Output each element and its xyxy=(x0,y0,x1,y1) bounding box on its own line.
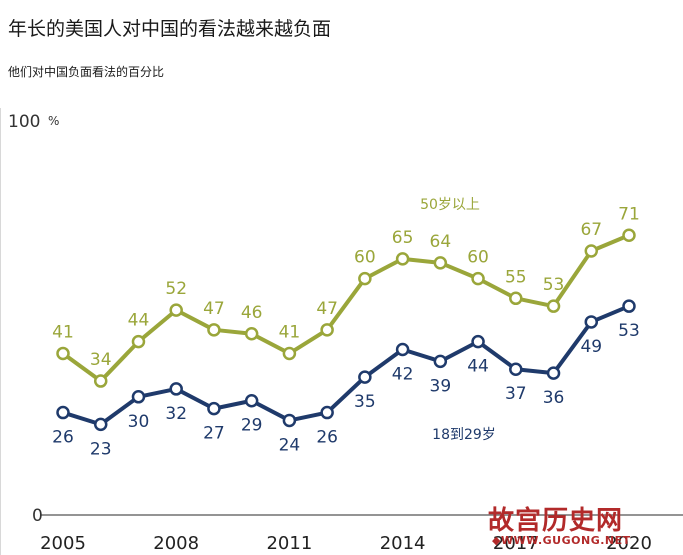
data-point xyxy=(131,390,146,404)
data-label: 35 xyxy=(354,392,376,412)
data-label: 36 xyxy=(543,388,565,408)
data-point xyxy=(509,362,523,376)
data-label: 39 xyxy=(430,376,452,396)
data-label: 47 xyxy=(316,299,338,319)
data-point xyxy=(169,303,183,317)
data-point xyxy=(358,271,372,286)
data-point xyxy=(320,405,334,420)
data-label: 24 xyxy=(279,435,301,455)
data-label: 26 xyxy=(316,428,338,448)
data-point xyxy=(584,315,599,329)
data-label: 67 xyxy=(580,220,602,240)
data-label: 37 xyxy=(505,384,527,404)
data-label: 52 xyxy=(165,279,187,299)
data-label: 41 xyxy=(52,322,74,342)
series-label-older: 50岁以上 xyxy=(420,197,480,213)
data-label: 53 xyxy=(618,321,640,341)
data-label: 65 xyxy=(392,228,414,248)
series-label-younger: 18到29岁 xyxy=(432,427,496,443)
data-label: 30 xyxy=(128,412,150,432)
site-watermark: 故宫历史网 ◆WWW.GUGONG.NET xyxy=(478,500,678,552)
data-point xyxy=(244,393,259,408)
x-tick-label: 2020 xyxy=(606,533,652,554)
data-point xyxy=(358,370,372,384)
data-point xyxy=(169,382,183,396)
data-label: 53 xyxy=(543,275,565,295)
x-tick-label: 2017 xyxy=(493,533,539,554)
series-line-older xyxy=(61,233,630,384)
data-point xyxy=(471,271,485,286)
left-border xyxy=(0,108,1,555)
data-label: 47 xyxy=(203,299,225,319)
data-point xyxy=(433,354,448,369)
data-point xyxy=(207,401,221,416)
y-axis-unit-label: % xyxy=(48,114,59,128)
x-tick-label: 2011 xyxy=(266,533,312,554)
data-point xyxy=(93,417,108,432)
x-tick-label: 2008 xyxy=(153,533,199,554)
data-point xyxy=(584,244,599,258)
data-label: 71 xyxy=(618,204,640,224)
data-label: 44 xyxy=(467,357,489,377)
data-label: 29 xyxy=(241,416,263,436)
data-label: 46 xyxy=(241,303,263,323)
data-point xyxy=(131,334,146,349)
y-axis-top-label: 100 xyxy=(8,112,40,132)
data-point xyxy=(56,346,70,361)
chart-title: 年长的美国人对中国的看法越来越负面 xyxy=(8,18,332,40)
data-label: 42 xyxy=(392,365,414,385)
data-point xyxy=(56,405,70,420)
data-point xyxy=(244,327,259,341)
data-point xyxy=(207,323,221,337)
data-point xyxy=(395,342,410,357)
data-label: 41 xyxy=(279,322,301,342)
data-point xyxy=(320,323,334,337)
data-point xyxy=(471,334,485,349)
data-point xyxy=(546,299,561,313)
data-point xyxy=(509,291,523,306)
watermark-brand: 故宫历史网 xyxy=(488,506,624,536)
data-label: 64 xyxy=(430,232,452,252)
data-point xyxy=(93,374,108,388)
watermark-url: ◆WWW.GUGONG.NET xyxy=(492,534,631,547)
data-label: 27 xyxy=(203,424,225,444)
data-point xyxy=(622,228,636,243)
data-label: 44 xyxy=(128,311,150,331)
data-point xyxy=(282,346,297,361)
data-label: 55 xyxy=(505,267,527,287)
data-label: 34 xyxy=(90,350,112,370)
data-label: 32 xyxy=(165,404,187,424)
data-point xyxy=(282,413,297,428)
data-label: 60 xyxy=(354,248,376,268)
data-label: 60 xyxy=(467,248,489,268)
data-point xyxy=(395,252,410,266)
data-point xyxy=(433,256,448,270)
data-point xyxy=(622,299,636,313)
data-label: 26 xyxy=(52,428,74,448)
x-tick-label: 2014 xyxy=(380,533,426,554)
y-axis-bottom-label: 0 xyxy=(32,506,43,526)
series-line-younger xyxy=(62,304,630,427)
data-label: 49 xyxy=(580,337,602,357)
chart-subtitle: 他们对中国负面看法的百分比 xyxy=(8,65,165,79)
data-label: 23 xyxy=(90,439,112,459)
x-tick-label: 2005 xyxy=(40,533,86,554)
data-point xyxy=(546,366,561,380)
